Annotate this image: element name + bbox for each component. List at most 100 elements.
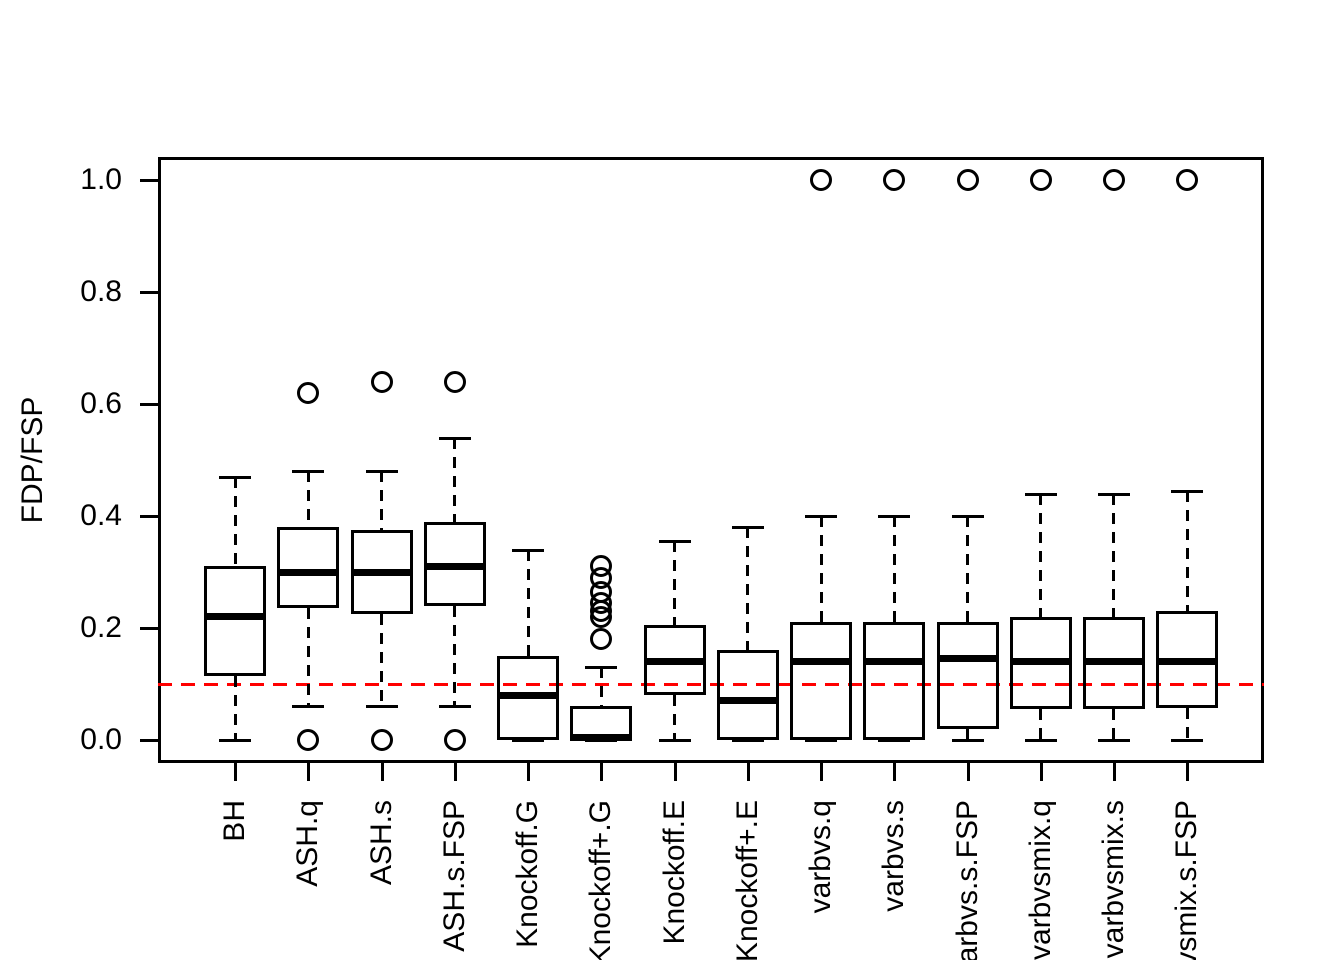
upper-whisker [453, 437, 457, 522]
upper-whisker-cap [805, 515, 838, 518]
lower-whisker [1185, 708, 1189, 740]
upper-whisker-cap [731, 526, 764, 530]
x-axis-tick [380, 763, 384, 781]
upper-whisker [1185, 490, 1189, 612]
upper-whisker [526, 549, 530, 656]
upper-whisker [966, 516, 969, 623]
median-line [277, 568, 340, 576]
median-line [423, 562, 486, 570]
upper-whisker-cap [658, 540, 691, 544]
x-axis-tick-label: Knockoff.G [511, 800, 545, 948]
y-axis-title: FDP/FSP [16, 396, 49, 524]
x-axis-tick-label: varbvsmix.s.FSP [1170, 800, 1204, 960]
reference-line [158, 683, 1264, 686]
x-axis-tick-label: ASH.q [291, 800, 325, 887]
x-axis-tick [527, 763, 531, 781]
upper-whisker [1039, 493, 1043, 617]
x-axis-tick-label: BH [218, 800, 252, 842]
outlier-point [370, 729, 393, 751]
median-line [1009, 658, 1072, 666]
lower-whisker-cap [731, 739, 764, 742]
upper-whisker-cap [1097, 492, 1130, 496]
lower-whisker [380, 614, 384, 707]
lower-whisker-cap [292, 705, 325, 709]
y-axis-tick [140, 403, 158, 406]
box [936, 622, 999, 729]
median-line [716, 697, 779, 705]
upper-whisker-cap [1171, 489, 1204, 493]
upper-whisker [892, 516, 896, 623]
outlier-point [297, 381, 320, 404]
x-axis-tick [966, 763, 970, 781]
lower-whisker-cap [1097, 739, 1130, 742]
median-line [790, 658, 853, 666]
median-line [350, 568, 413, 576]
lower-whisker-cap [951, 739, 984, 742]
median-line [204, 613, 267, 621]
lower-whisker-cap [365, 705, 398, 709]
upper-whisker-cap [585, 666, 618, 670]
x-axis-tick [1039, 763, 1043, 781]
outlier-point [590, 628, 613, 651]
y-axis-tick [140, 179, 158, 182]
lower-whisker [453, 605, 457, 707]
upper-whisker [380, 471, 384, 530]
lower-whisker-cap [1171, 739, 1204, 742]
x-axis-tick-label: Knockoff.E [657, 800, 691, 945]
upper-whisker [819, 516, 823, 623]
outlier-point [590, 605, 613, 628]
lower-whisker-cap [658, 739, 691, 742]
box [277, 527, 340, 609]
x-axis-tick-label: Knockoff+.E [730, 800, 764, 960]
y-axis-tick-label: 0.2 [80, 611, 122, 644]
y-axis-tick [140, 515, 158, 518]
x-axis-tick [600, 763, 604, 781]
x-axis-tick-label: varbvsmix.s [1096, 800, 1130, 959]
x-axis-tick [307, 763, 311, 781]
upper-whisker [306, 471, 310, 528]
lower-whisker-cap [512, 739, 545, 742]
x-axis-tick-label: varbvsmix.q [1023, 800, 1057, 960]
upper-whisker-cap [512, 548, 545, 552]
upper-whisker [673, 541, 677, 626]
outlier-point [883, 169, 906, 191]
outlier-point [1029, 169, 1052, 191]
outlier-point [1176, 169, 1199, 191]
lower-whisker [1112, 709, 1116, 740]
outlier-point [370, 370, 393, 393]
lower-whisker [233, 675, 237, 740]
x-axis-tick [893, 763, 897, 781]
box [204, 566, 267, 676]
outlier-point [443, 729, 466, 751]
y-axis-tick-label: 0.6 [80, 387, 122, 420]
plot-area [158, 157, 1264, 763]
box [790, 622, 853, 740]
lower-whisker [1039, 709, 1043, 740]
x-axis-tick-label: varbvs.q [804, 800, 838, 914]
upper-whisker [746, 527, 750, 651]
upper-whisker-cap [219, 475, 252, 479]
upper-whisker [599, 667, 603, 707]
median-line [1156, 658, 1219, 666]
median-line [936, 655, 999, 663]
y-axis-tick-label: 1.0 [80, 163, 122, 196]
y-axis-tick [140, 627, 158, 630]
y-axis-tick [140, 739, 158, 742]
lower-whisker-cap [438, 705, 471, 709]
outlier-point [443, 370, 466, 393]
outlier-point [297, 729, 320, 751]
box [863, 622, 926, 740]
upper-whisker-cap [1024, 492, 1057, 496]
upper-whisker-cap [438, 436, 471, 440]
y-axis-tick-label: 0.0 [80, 723, 122, 756]
upper-whisker-cap [951, 515, 984, 518]
x-axis-tick-label: varbvs.s [877, 800, 911, 912]
outlier-point [1102, 169, 1125, 191]
lower-whisker [673, 695, 677, 740]
x-axis-tick [1112, 763, 1116, 781]
x-axis-tick [1186, 763, 1190, 781]
x-axis-tick [234, 763, 238, 781]
lower-whisker [306, 608, 310, 707]
upper-whisker [1112, 493, 1116, 617]
